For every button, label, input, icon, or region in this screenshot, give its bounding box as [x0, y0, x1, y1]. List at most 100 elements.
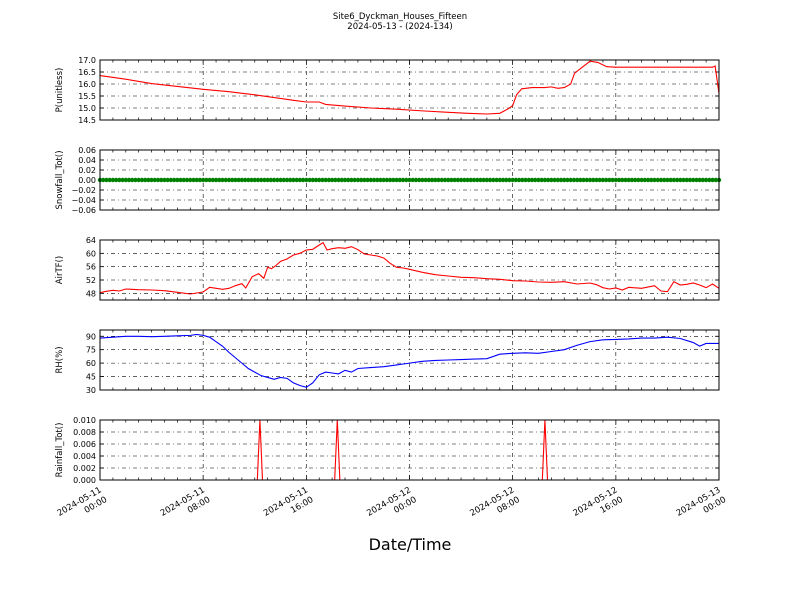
data-point: [226, 177, 232, 183]
data-point: [442, 177, 448, 183]
data-point: [246, 177, 251, 183]
x-tick-label: 2024-05-1200:00: [365, 485, 418, 528]
x-tick-label: 2024-05-1100:00: [56, 485, 109, 528]
data-point: [678, 177, 683, 183]
y-tick-label: 16.5: [78, 68, 96, 77]
data-point: [381, 177, 386, 183]
y-tick-label: 17.0: [78, 56, 96, 65]
data-point: [620, 177, 625, 183]
panel-frame: [99, 329, 720, 391]
data-point: [555, 177, 561, 183]
data-point: [478, 177, 483, 183]
y-axis-label: Snowfall_Tot(): [55, 150, 65, 209]
data-point: [594, 177, 599, 183]
panel-frame: [99, 419, 720, 481]
data-point: [510, 177, 515, 183]
data-point: [571, 177, 577, 183]
data-point: [655, 177, 660, 183]
data-point: [204, 177, 209, 183]
data-point: [304, 177, 309, 183]
data-point: [394, 177, 399, 183]
data-point: [317, 177, 322, 183]
x-tick-label: 2024-05-1208:00: [468, 485, 521, 528]
data-point: [552, 177, 557, 183]
y-tick-label: 64: [86, 236, 96, 245]
data-point: [168, 177, 174, 183]
panel-airt: 48 52 56 60 64 AirTF(): [55, 236, 720, 301]
data-point: [494, 177, 499, 183]
chart-subtitle: 2024-05-13 - (2024-134): [347, 22, 452, 32]
data-point: [387, 177, 393, 183]
data-point: [391, 177, 396, 183]
data-point: [146, 177, 151, 183]
data-point: [568, 177, 573, 183]
data-point: [475, 177, 480, 183]
data-point: [368, 177, 374, 183]
y-axis-label: RH(%): [55, 346, 65, 373]
data-point: [242, 177, 248, 183]
data-point: [652, 177, 657, 183]
y-tick-label: 0.02: [78, 166, 96, 175]
panel-rh: 30 45 60 75 90 RH(%): [55, 329, 720, 395]
data-point: [310, 177, 315, 183]
data-point: [684, 177, 689, 183]
y-tick-label: 0.010: [73, 416, 96, 425]
panel-frame: [99, 149, 720, 211]
data-point: [591, 177, 596, 183]
chart-title: Site6_Dyckman_Houses_Fifteen: [333, 12, 467, 22]
data-point: [178, 177, 183, 183]
data-point: [207, 177, 212, 183]
data-point: [181, 177, 187, 183]
y-tick-label: 0.008: [73, 428, 96, 437]
data-point: [288, 177, 293, 183]
data-point: [484, 177, 490, 183]
data-point: [155, 177, 161, 183]
data-point: [188, 177, 193, 183]
data-point: [346, 177, 351, 183]
data-point: [307, 177, 312, 183]
data-point: [536, 177, 541, 183]
data-point: [175, 177, 180, 183]
data-point: [142, 177, 148, 183]
data-point: [465, 177, 470, 183]
data-point: [110, 177, 116, 183]
data-point: [674, 177, 680, 183]
data-point: [703, 177, 709, 183]
data-point: [291, 177, 296, 183]
data-point: [371, 177, 377, 183]
data-point: [565, 177, 570, 183]
data-point: [268, 177, 274, 183]
data-point: [297, 177, 303, 183]
data-point: [613, 177, 619, 183]
data-point: [574, 177, 580, 183]
data-point: [526, 177, 531, 183]
data-point: [149, 177, 154, 183]
y-axis-label: Rainfall_Tot(): [55, 423, 65, 478]
data-point: [320, 177, 325, 183]
data-point: [491, 177, 496, 183]
data-point: [516, 177, 522, 183]
y-tick-label: −0.06: [71, 206, 96, 215]
data-point: [600, 177, 606, 183]
data-point: [529, 177, 535, 183]
data-point: [697, 177, 702, 183]
data-point: [513, 177, 519, 183]
data-point: [687, 177, 693, 183]
x-tick-labels: 2024-05-1100:00 2024-05-1108:00 2024-05-11…: [56, 485, 728, 528]
data-point: [400, 177, 406, 183]
data-point: [429, 177, 435, 183]
data-point: [665, 177, 670, 183]
data-point: [449, 177, 454, 183]
data-point: [539, 177, 544, 183]
data-point: [487, 177, 493, 183]
panel-p: 14.5 15.0 15.5 16.0 16.5 17.0 P(unitless): [55, 56, 720, 125]
data-point: [433, 177, 438, 183]
data-point: [326, 177, 332, 183]
data-point: [500, 177, 506, 183]
data-point: [581, 177, 586, 183]
x-tick-label: 2024-05-1216:00: [572, 485, 625, 528]
data-point: [578, 177, 583, 183]
data-point: [233, 177, 238, 183]
data-point: [123, 177, 128, 183]
data-point: [713, 177, 718, 183]
